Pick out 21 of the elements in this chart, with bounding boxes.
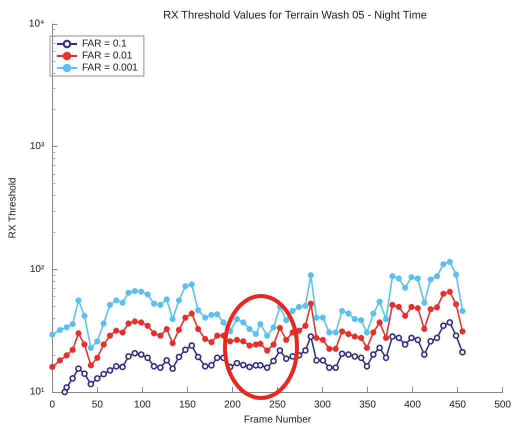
x-tick-label: 0 — [50, 400, 56, 410]
legend-label: FAR = 0.001 — [82, 62, 138, 74]
x-tick-label: 500 — [494, 400, 512, 410]
x-tick-label: 450 — [449, 400, 466, 410]
x-tick-label: 250 — [269, 400, 286, 410]
y-tick-label: 10⁴ — [28, 18, 44, 30]
y-axis-title: RX Threshold — [8, 178, 18, 238]
y-tick-label: 10² — [30, 264, 45, 275]
y-tick-label: 10³ — [30, 141, 45, 152]
y-tick-label: 10¹ — [30, 386, 45, 398]
x-tick-label: 100 — [134, 400, 152, 410]
x-tick-label: 400 — [404, 400, 422, 410]
x-tick-label: 350 — [359, 400, 376, 410]
chart-title: RX Threshold Values for Terrain Wash 05 - Night Time — [163, 10, 427, 22]
x-tick-label: 300 — [314, 400, 332, 410]
x-tick-label: 150 — [179, 400, 196, 410]
x-axis-title: Frame Number — [244, 414, 312, 426]
x-tick-label: 200 — [224, 400, 242, 410]
x-tick-label: 50 — [92, 400, 104, 410]
legend-label: FAR = 0.01 — [82, 50, 133, 62]
legend-label: FAR = 0.1 — [82, 38, 128, 50]
